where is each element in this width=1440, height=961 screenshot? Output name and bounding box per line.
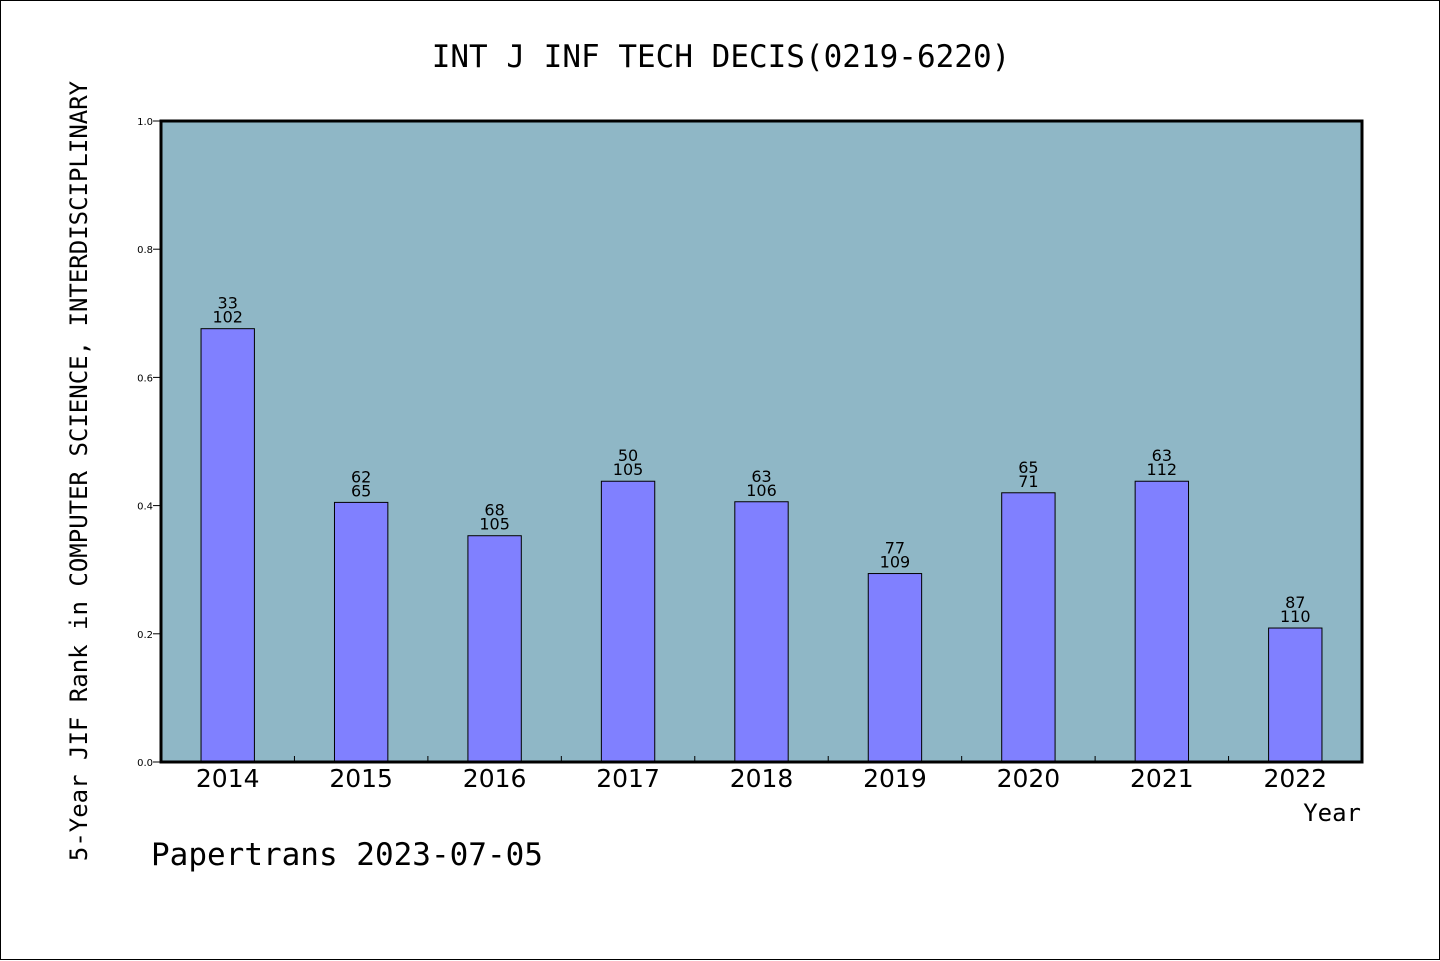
bar-2017 [600, 480, 656, 763]
x-tick-label: 2019 [863, 764, 927, 793]
x-tick-label: 2021 [1130, 764, 1194, 793]
ticks-group: 0.0 0.2 0.4 0.6 0.8 1.0 2014 2015 2016 2017 2018 20… [137, 117, 1327, 793]
bar-total-label: 71 [1018, 472, 1038, 491]
y-tick-label: 0.6 [137, 373, 153, 384]
bar-total-label: 109 [880, 553, 911, 572]
bar-rank-label: 63 [1152, 446, 1172, 465]
y-tick-label: 0.4 [137, 502, 153, 513]
x-tick-label: 2014 [196, 764, 260, 793]
x-tick-label: 2018 [730, 764, 794, 793]
x-tick-label: 2020 [997, 764, 1061, 793]
x-tick-label: 2015 [329, 764, 393, 793]
bar-2015 [333, 501, 389, 763]
bar-total-label: 112 [1147, 460, 1178, 479]
bar-rank-label: 33 [218, 294, 238, 313]
bar-total-label: 105 [613, 460, 644, 479]
bar-rank-label: 77 [885, 539, 905, 558]
bar-rank-label: 65 [1018, 458, 1038, 477]
bar-total-label: 106 [746, 481, 777, 500]
bar-2018 [734, 501, 789, 763]
y-axis-label: 5-Year JIF Rank in COMPUTER SCIENCE, INT… [65, 80, 93, 861]
x-axis-label: Year [1303, 799, 1361, 827]
y-tick-label: 0.8 [137, 245, 153, 256]
bar-total-label: 65 [351, 481, 371, 500]
footer-watermark: Papertrans 2023-07-05 [151, 837, 543, 873]
bar-2014 [200, 328, 255, 763]
bar-rank-label: 87 [1285, 593, 1305, 612]
bar-2021 [1134, 480, 1190, 763]
bar-total-label: 105 [479, 515, 510, 534]
y-tick-label: 0.0 [137, 758, 153, 769]
bar-total-label: 102 [212, 308, 243, 327]
bar-rank-label: 68 [484, 501, 504, 520]
bar-total-label: 110 [1280, 607, 1311, 626]
bar-2020 [1001, 492, 1056, 763]
plot-border [159, 119, 1364, 764]
bar-rank-label: 50 [618, 446, 638, 465]
x-tick-label: 2016 [463, 764, 527, 793]
y-tick-label: 0.2 [137, 630, 153, 641]
x-tick-label: 2022 [1263, 764, 1327, 793]
chart-title: INT J INF TECH DECIS(0219-6220) [432, 39, 1011, 75]
bar-2016 [467, 535, 522, 763]
bar-2019 [867, 573, 923, 763]
y-tick-label: 1.0 [137, 117, 153, 128]
bar-rank-label: 62 [351, 467, 371, 486]
bar-rank-label: 63 [751, 467, 771, 486]
x-tick-label: 2017 [596, 764, 660, 793]
bar-2022 [1268, 627, 1323, 763]
